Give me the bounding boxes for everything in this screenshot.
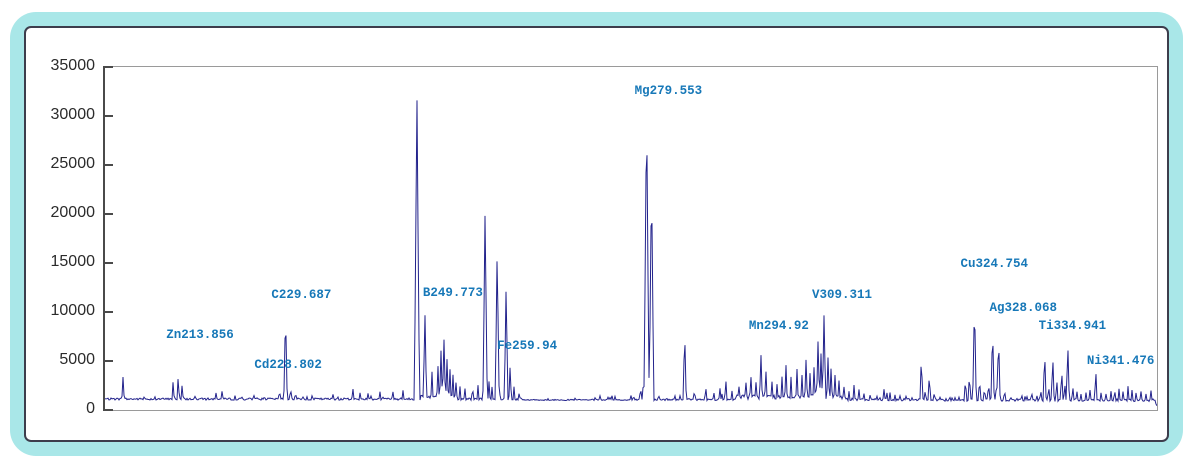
peak-label-mn: Mn294.92 — [748, 318, 809, 333]
chart-panel: 35000 30000 25000 20000 15000 10000 5000 0 Zn21… — [24, 26, 1169, 442]
peak-label-c: C229.687 — [271, 288, 332, 303]
peak-label-mg: Mg279.553 — [634, 83, 703, 98]
plot-area: Zn213.856 Cd228.802 C229.687 B249.773 Fe259.… — [103, 66, 1158, 411]
peak-label-ti: Ti334.941 — [1038, 318, 1107, 333]
peak-label-v: V309.311 — [812, 288, 873, 303]
y-tick-mark — [105, 66, 113, 68]
y-tick-label: 10000 — [50, 302, 96, 319]
y-tick-label: 5000 — [59, 351, 95, 368]
decorative-cyan-frame: 35000 30000 25000 20000 15000 10000 5000 0 Zn21… — [10, 12, 1183, 456]
y-tick-mark — [105, 164, 113, 166]
y-tick-label: 20000 — [50, 204, 96, 221]
peak-label-fe: Fe259.94 — [497, 339, 558, 354]
y-tick-label: 30000 — [50, 106, 96, 123]
y-tick-mark — [105, 311, 113, 313]
y-tick-mark — [105, 360, 113, 362]
peak-label-zn: Zn213.856 — [166, 327, 234, 342]
peak-label-cd: Cd228.802 — [254, 358, 322, 373]
y-tick-label: 0 — [86, 400, 95, 417]
y-tick-mark — [105, 213, 113, 215]
peak-label-ag: Ag328.068 — [989, 301, 1058, 316]
peak-label-cu: Cu324.754 — [960, 257, 1028, 272]
y-tick-label: 25000 — [50, 155, 96, 172]
y-tick-mark — [105, 115, 113, 117]
spectrum-line — [105, 100, 1157, 407]
y-tick-label: 15000 — [50, 253, 96, 270]
y-tick-mark — [105, 409, 113, 411]
peak-label-ni: Ni341.476 — [1086, 354, 1155, 369]
y-axis-line — [103, 66, 105, 411]
y-tick-mark — [105, 262, 113, 264]
peak-label-b: B249.773 — [422, 285, 483, 300]
y-tick-label: 35000 — [50, 57, 96, 74]
